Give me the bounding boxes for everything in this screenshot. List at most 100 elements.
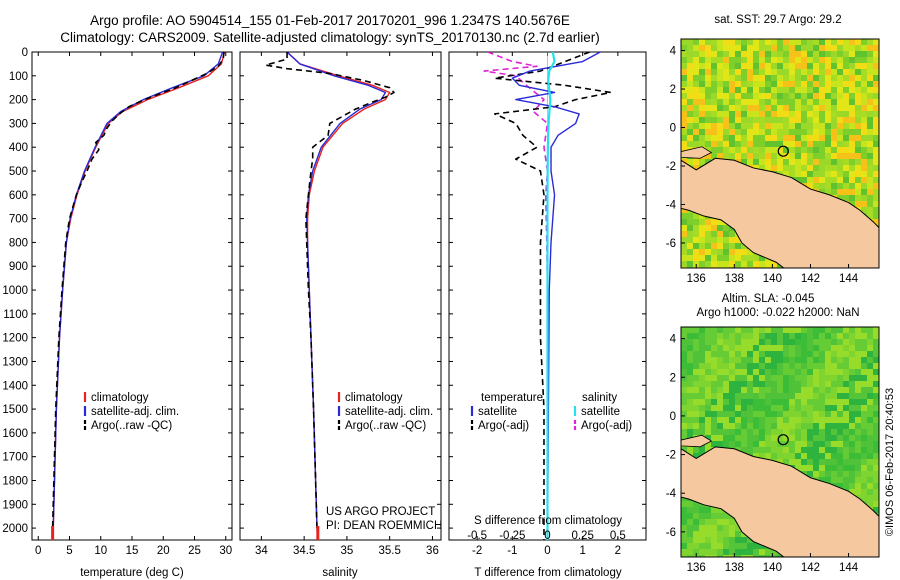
sla_map-cell <box>705 399 711 405</box>
sst_map-cell <box>693 39 699 45</box>
sst_map-cell <box>813 183 819 189</box>
sst_map-cell <box>867 117 873 123</box>
sst_map-cell <box>849 123 855 129</box>
sla_map-cell <box>693 531 699 537</box>
sst_map-cell <box>759 99 765 105</box>
sla_map-cell <box>765 405 771 411</box>
sst_map-cell <box>807 81 813 87</box>
sla_map-cell <box>729 441 735 447</box>
sla_map-cell <box>837 477 843 483</box>
sst_map-cell <box>873 45 879 51</box>
sst_map-cell <box>795 123 801 129</box>
sst_map-cell <box>873 165 879 171</box>
sla_map-cell <box>681 555 687 557</box>
sla_map-cell <box>825 423 831 429</box>
sla_map-cell <box>855 471 861 477</box>
sla_map-cell <box>825 471 831 477</box>
sst_map-cell <box>723 81 729 87</box>
temperature-ytick-label: 300 <box>9 118 28 130</box>
sla_map-cell <box>693 333 699 339</box>
sla_map-cell <box>705 417 711 423</box>
sla_map-cell <box>783 393 789 399</box>
sst_map-cell <box>741 93 747 99</box>
sst_map-cell <box>873 75 879 81</box>
sla_map-cell <box>717 519 723 525</box>
sla_map-cell <box>723 549 729 555</box>
sst_map-cell <box>771 69 777 75</box>
sla_map-cell <box>777 399 783 405</box>
sst_map-cell <box>729 129 735 135</box>
sla_map-cell <box>855 483 861 489</box>
sst_map-cell <box>795 57 801 63</box>
sla_map-cell <box>741 441 747 447</box>
sst_map-cell <box>783 159 789 165</box>
sla_map-cell <box>873 393 879 399</box>
sla_map-cell <box>831 417 837 423</box>
sla_map-cell <box>711 333 717 339</box>
sst_map-cell <box>849 93 855 99</box>
sst_map-cell <box>729 63 735 69</box>
sst_map-cell <box>873 129 879 135</box>
sla_map-cell <box>825 345 831 351</box>
sst_map-cell <box>687 39 693 45</box>
sst_map-cell <box>735 111 741 117</box>
sla_map-cell <box>777 351 783 357</box>
sla_map-cell <box>849 435 855 441</box>
sst_map-cell <box>795 159 801 165</box>
sla_map-cell <box>849 429 855 435</box>
sla_map-cell <box>681 507 687 513</box>
sla_map-cell <box>735 375 741 381</box>
sst_map-cell <box>855 75 861 81</box>
sla_map-cell <box>807 375 813 381</box>
sst_map-cell <box>819 135 825 141</box>
sla_map-cell <box>699 555 705 557</box>
sst_map-cell <box>735 87 741 93</box>
sst_map-cell <box>825 87 831 93</box>
sla_map-cell <box>831 399 837 405</box>
sla_map-cell <box>765 393 771 399</box>
sla_map-ytick-label: 2 <box>670 372 676 384</box>
sla_map-cell <box>807 417 813 423</box>
sst_map-cell <box>699 69 705 75</box>
sst_map-cell <box>873 69 879 75</box>
sst_map-cell <box>813 99 819 105</box>
sst_map-cell <box>849 99 855 105</box>
sst_map-cell <box>855 93 861 99</box>
sst_map-cell <box>855 195 861 201</box>
sla_map-cell <box>849 453 855 459</box>
sst_map-cell <box>801 87 807 93</box>
sst_map-cell <box>717 147 723 153</box>
sst_map-cell <box>783 39 789 45</box>
sst_map-cell <box>741 249 747 255</box>
sst_map-cell <box>699 99 705 105</box>
sst_map-cell <box>687 81 693 87</box>
sla_map-cell <box>831 453 837 459</box>
sla_map-cell <box>867 339 873 345</box>
sla_map-cell <box>819 393 825 399</box>
sst_map-cell <box>819 93 825 99</box>
sla_map-cell <box>867 327 873 333</box>
sla_map-cell <box>843 477 849 483</box>
sst_map-cell <box>729 255 735 261</box>
sla_map-cell <box>729 555 735 557</box>
sla_map-cell <box>861 351 867 357</box>
sla_map-cell <box>705 345 711 351</box>
sla_map-cell <box>735 405 741 411</box>
sst_map-cell <box>831 123 837 129</box>
sla_map-cell <box>729 387 735 393</box>
sla_map-cell <box>873 363 879 369</box>
diff-legend-temp-title: temperature <box>481 392 543 404</box>
sst_map-cell <box>759 117 765 123</box>
sla_map-cell <box>873 399 879 405</box>
sst_map-cell <box>705 135 711 141</box>
sst_map-cell <box>801 111 807 117</box>
sst_map-cell <box>807 99 813 105</box>
sst_map-cell <box>819 57 825 63</box>
sst_map-cell <box>849 51 855 57</box>
sst_map-cell <box>681 51 687 57</box>
sla_map-cell <box>723 381 729 387</box>
sst_map-cell <box>723 69 729 75</box>
sst_map-cell <box>741 51 747 57</box>
sst_map-cell <box>831 159 837 165</box>
sst_map-cell <box>825 153 831 159</box>
